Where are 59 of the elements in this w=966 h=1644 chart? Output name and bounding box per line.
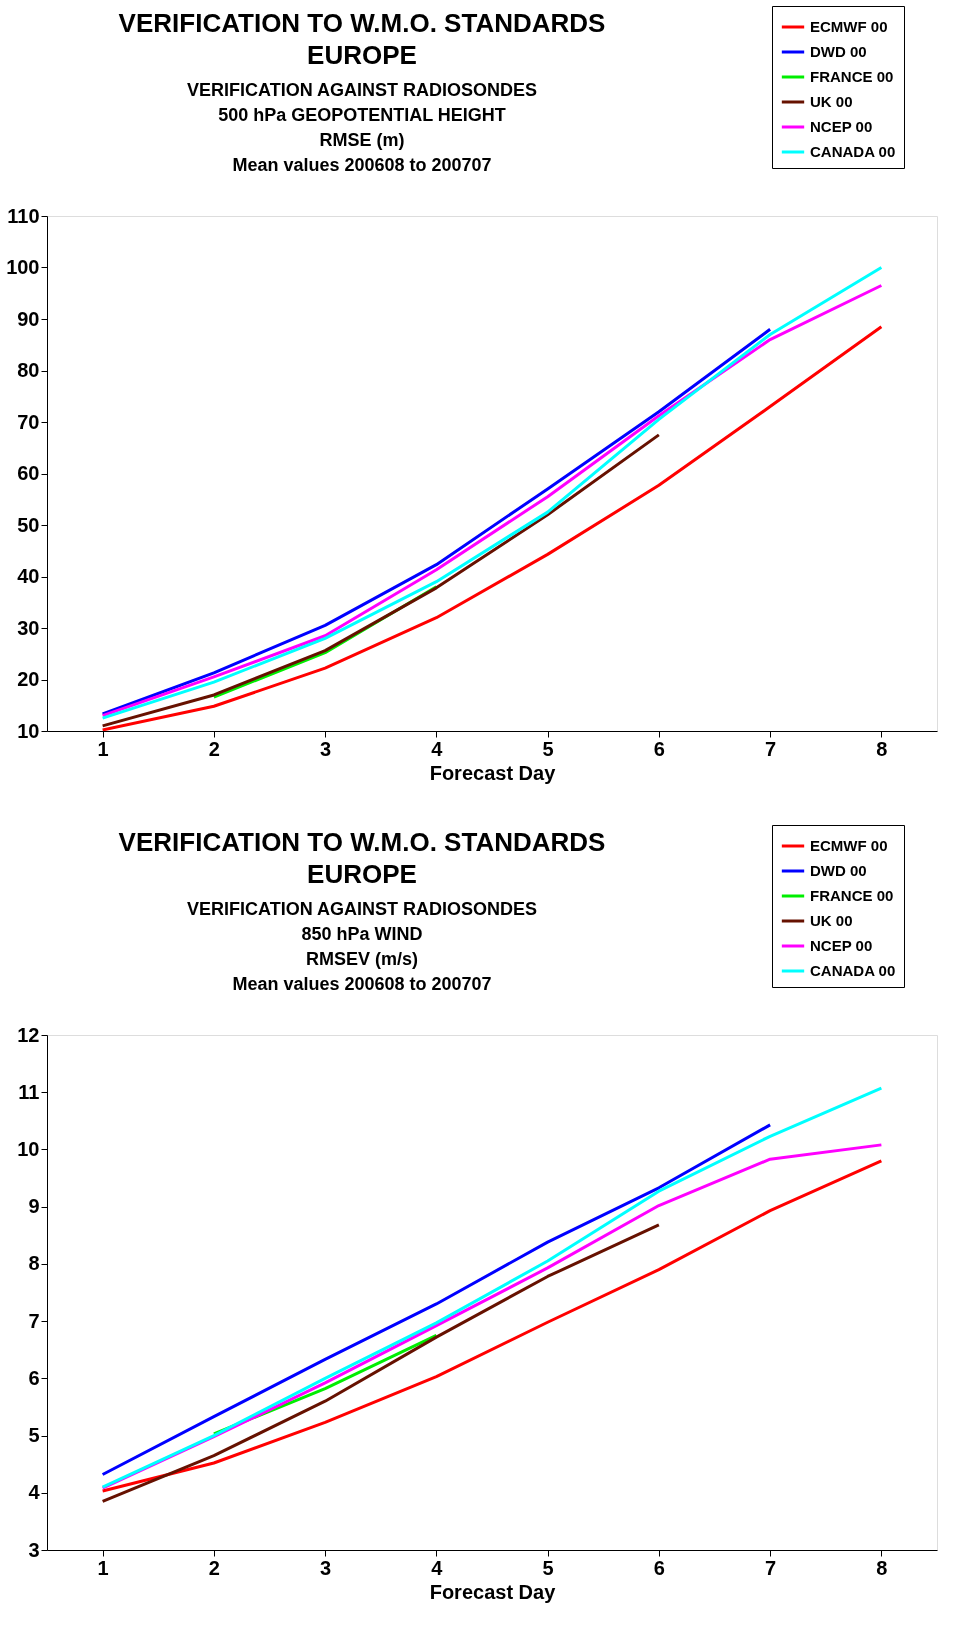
chart-title: VERIFICATION TO W.M.O. STANDARDS EUROPE	[118, 8, 606, 70]
y-tick-label: 6	[28, 1366, 40, 1389]
chart-subtitle: VERIFICATION AGAINST RADIOSONDES 500 hPa GEOPOTENTIAL HEIGHT RMSE (m) Mean values 200608 to 200707	[186, 80, 538, 175]
legend-label: DWD 00	[810, 862, 867, 879]
x-tick-label: 6	[653, 737, 665, 760]
y-tick-label: 70	[17, 410, 40, 433]
chart-subtitle: VERIFICATION AGAINST RADIOSONDES 850 hPa WIND RMSEV (m/s) Mean values 200608 to 200707	[186, 899, 538, 994]
line-series	[101, 1223, 661, 1503]
x-tick-label: 1	[97, 1556, 109, 1579]
x-tick-label: 5	[542, 737, 554, 760]
y-tick-label: 8	[28, 1252, 40, 1275]
legend-label: UK 00	[810, 912, 853, 929]
legend-label: ECMWF 00	[810, 18, 888, 35]
y-tick-label: 11	[18, 1080, 40, 1103]
x-tick-label: 2	[208, 737, 220, 760]
x-tick-label: 7	[765, 1556, 777, 1579]
y-tick-label: 100	[6, 256, 40, 278]
legend-label: FRANCE 00	[810, 887, 894, 904]
legend-label: NCEP 00	[810, 118, 873, 135]
y-tick-label: 110	[7, 204, 40, 227]
y-tick-label: 10	[17, 1137, 40, 1160]
legend-label: DWD 00	[810, 43, 867, 60]
legend-label: UK 00	[810, 93, 853, 110]
y-tick-label: 40	[17, 565, 40, 587]
y-tick-label: 50	[17, 513, 40, 536]
legend-label: CANADA 00	[810, 143, 896, 160]
y-tick-label: 3	[28, 1538, 40, 1561]
y-tick-label: 60	[17, 462, 40, 484]
y-tick-label: 7	[28, 1309, 40, 1332]
y-tick-label: 9	[28, 1195, 40, 1218]
legend-label: NCEP 00	[810, 937, 873, 954]
legend-label: FRANCE 00	[810, 68, 894, 85]
x-tick-label: 2	[208, 1556, 220, 1579]
line-series	[101, 433, 661, 728]
line-series	[101, 327, 772, 716]
legend-label: ECMWF 00	[810, 837, 888, 854]
x-tick-label: 8	[876, 737, 888, 760]
x-axis-title: Forecast Day	[429, 1580, 557, 1603]
y-tick-label: 30	[17, 616, 40, 639]
y-tick-label: 20	[17, 668, 40, 690]
legend-label: CANADA 00	[810, 962, 896, 979]
x-tick-label: 7	[765, 737, 777, 760]
y-tick-label: 10	[17, 719, 40, 742]
x-tick-label: 6	[653, 1556, 665, 1579]
y-tick-label: 90	[17, 307, 40, 330]
y-tick-label: 80	[17, 359, 40, 381]
line-series	[101, 1123, 772, 1476]
x-tick-label: 4	[431, 1556, 444, 1579]
x-tick-label: 1	[97, 737, 109, 760]
x-tick-label: 4	[431, 737, 444, 760]
x-axis-title: Forecast Day	[429, 761, 557, 784]
x-tick-label: 3	[320, 1556, 332, 1579]
chart-title: VERIFICATION TO W.M.O. STANDARDS EUROPE	[118, 827, 606, 889]
x-tick-label: 8	[876, 1556, 888, 1579]
x-tick-label: 5	[542, 1556, 554, 1579]
y-tick-label: 5	[28, 1424, 40, 1447]
x-tick-label: 3	[320, 737, 332, 760]
y-tick-label: 4	[28, 1481, 41, 1504]
y-tick-label: 12	[17, 1023, 40, 1046]
